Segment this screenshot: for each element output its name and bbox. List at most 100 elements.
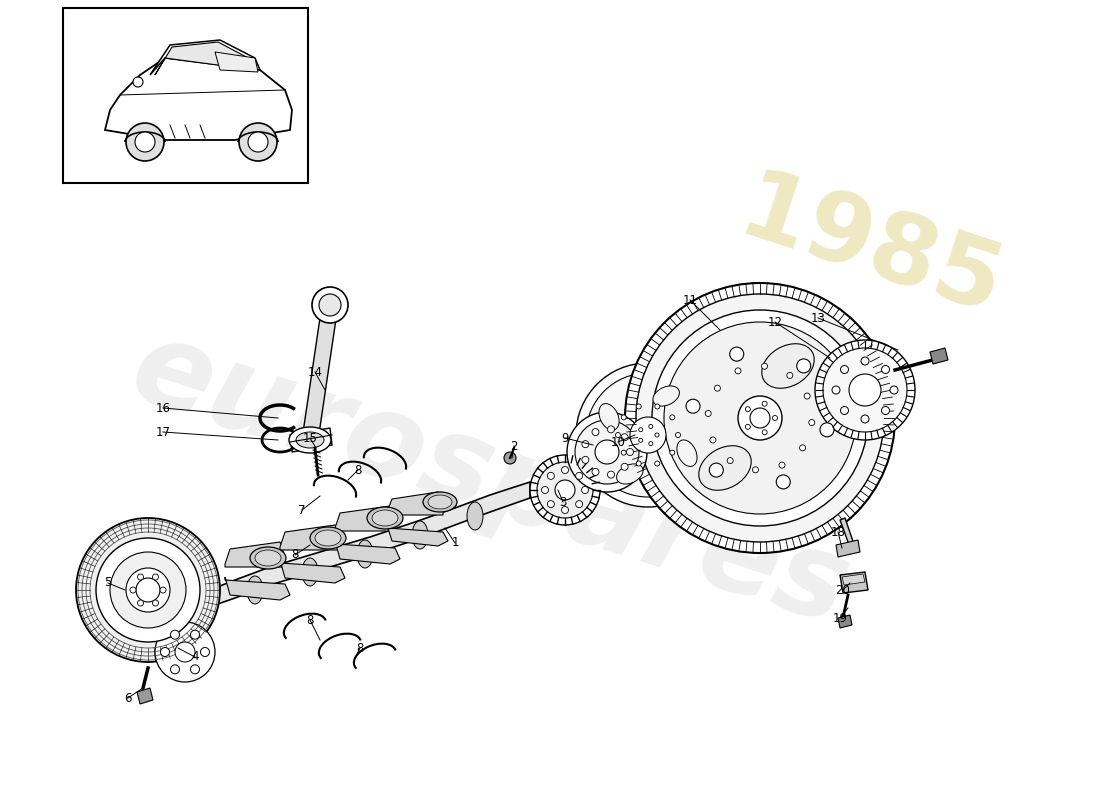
Circle shape bbox=[592, 469, 600, 475]
Bar bbox=[63, 8, 308, 183]
Polygon shape bbox=[836, 540, 860, 557]
Text: 5: 5 bbox=[104, 577, 112, 590]
Circle shape bbox=[155, 622, 214, 682]
Circle shape bbox=[714, 385, 720, 391]
Circle shape bbox=[840, 406, 848, 414]
Circle shape bbox=[627, 449, 634, 455]
Text: eurospares: eurospares bbox=[118, 310, 862, 650]
Circle shape bbox=[566, 412, 647, 492]
Text: 8: 8 bbox=[354, 463, 362, 477]
Text: 7: 7 bbox=[298, 503, 306, 517]
Ellipse shape bbox=[372, 510, 398, 526]
Circle shape bbox=[556, 480, 575, 500]
Circle shape bbox=[110, 552, 186, 628]
Text: 19: 19 bbox=[833, 611, 847, 625]
Circle shape bbox=[777, 475, 790, 489]
Text: 15: 15 bbox=[302, 431, 318, 445]
Circle shape bbox=[649, 442, 652, 446]
Circle shape bbox=[762, 402, 767, 406]
Circle shape bbox=[786, 373, 793, 378]
Circle shape bbox=[630, 417, 666, 453]
Circle shape bbox=[840, 366, 848, 374]
Circle shape bbox=[815, 340, 915, 440]
Circle shape bbox=[548, 472, 554, 479]
Circle shape bbox=[746, 424, 750, 430]
Circle shape bbox=[160, 587, 166, 593]
Polygon shape bbox=[290, 428, 332, 452]
Circle shape bbox=[710, 463, 724, 477]
Polygon shape bbox=[155, 42, 255, 75]
Circle shape bbox=[248, 132, 268, 152]
Circle shape bbox=[861, 357, 869, 365]
Circle shape bbox=[808, 419, 815, 426]
Circle shape bbox=[607, 471, 615, 478]
Circle shape bbox=[575, 501, 583, 508]
Text: 4: 4 bbox=[191, 650, 199, 663]
Circle shape bbox=[190, 630, 199, 639]
Text: 14: 14 bbox=[308, 366, 322, 378]
Circle shape bbox=[592, 429, 600, 435]
Text: 18: 18 bbox=[830, 526, 846, 538]
Circle shape bbox=[548, 501, 554, 508]
Text: 8: 8 bbox=[306, 614, 313, 626]
Circle shape bbox=[735, 368, 741, 374]
Circle shape bbox=[639, 428, 642, 432]
Circle shape bbox=[561, 506, 569, 514]
Ellipse shape bbox=[255, 550, 280, 566]
Circle shape bbox=[881, 366, 890, 374]
Text: 11: 11 bbox=[682, 294, 697, 306]
Circle shape bbox=[312, 287, 348, 323]
Circle shape bbox=[861, 415, 869, 423]
Ellipse shape bbox=[250, 547, 286, 569]
Circle shape bbox=[881, 406, 890, 414]
Circle shape bbox=[96, 538, 200, 642]
Polygon shape bbox=[280, 560, 345, 583]
Circle shape bbox=[849, 374, 881, 406]
Polygon shape bbox=[387, 492, 443, 515]
Circle shape bbox=[200, 647, 209, 657]
Text: 6: 6 bbox=[124, 691, 132, 705]
Text: 16: 16 bbox=[155, 402, 170, 414]
Circle shape bbox=[625, 283, 895, 553]
Circle shape bbox=[636, 461, 641, 466]
Circle shape bbox=[153, 600, 158, 606]
Circle shape bbox=[586, 373, 710, 497]
Ellipse shape bbox=[762, 344, 814, 388]
Circle shape bbox=[800, 445, 805, 451]
Ellipse shape bbox=[676, 440, 697, 466]
Circle shape bbox=[654, 433, 659, 437]
Polygon shape bbox=[226, 577, 290, 600]
Circle shape bbox=[727, 458, 734, 463]
Circle shape bbox=[746, 406, 750, 412]
Circle shape bbox=[738, 396, 782, 440]
Circle shape bbox=[621, 450, 626, 455]
Polygon shape bbox=[214, 482, 530, 605]
Circle shape bbox=[890, 386, 898, 394]
Circle shape bbox=[621, 463, 628, 470]
Text: 2: 2 bbox=[510, 439, 518, 453]
Circle shape bbox=[541, 486, 549, 494]
Circle shape bbox=[796, 359, 811, 373]
Circle shape bbox=[762, 430, 767, 434]
Circle shape bbox=[675, 433, 681, 438]
Circle shape bbox=[686, 399, 700, 413]
Circle shape bbox=[652, 310, 868, 526]
Circle shape bbox=[133, 77, 143, 87]
Circle shape bbox=[319, 294, 341, 316]
Polygon shape bbox=[838, 615, 853, 628]
Ellipse shape bbox=[424, 492, 456, 512]
Text: 13: 13 bbox=[811, 311, 825, 325]
Text: 10: 10 bbox=[610, 435, 626, 449]
Ellipse shape bbox=[468, 502, 483, 530]
Circle shape bbox=[750, 408, 770, 428]
Circle shape bbox=[804, 393, 810, 399]
Polygon shape bbox=[840, 572, 868, 593]
Polygon shape bbox=[214, 52, 258, 72]
Ellipse shape bbox=[310, 527, 346, 549]
Circle shape bbox=[170, 665, 179, 674]
Circle shape bbox=[621, 434, 628, 441]
Text: 17: 17 bbox=[155, 426, 170, 438]
Circle shape bbox=[170, 630, 179, 639]
Circle shape bbox=[621, 415, 626, 420]
Ellipse shape bbox=[315, 530, 341, 546]
